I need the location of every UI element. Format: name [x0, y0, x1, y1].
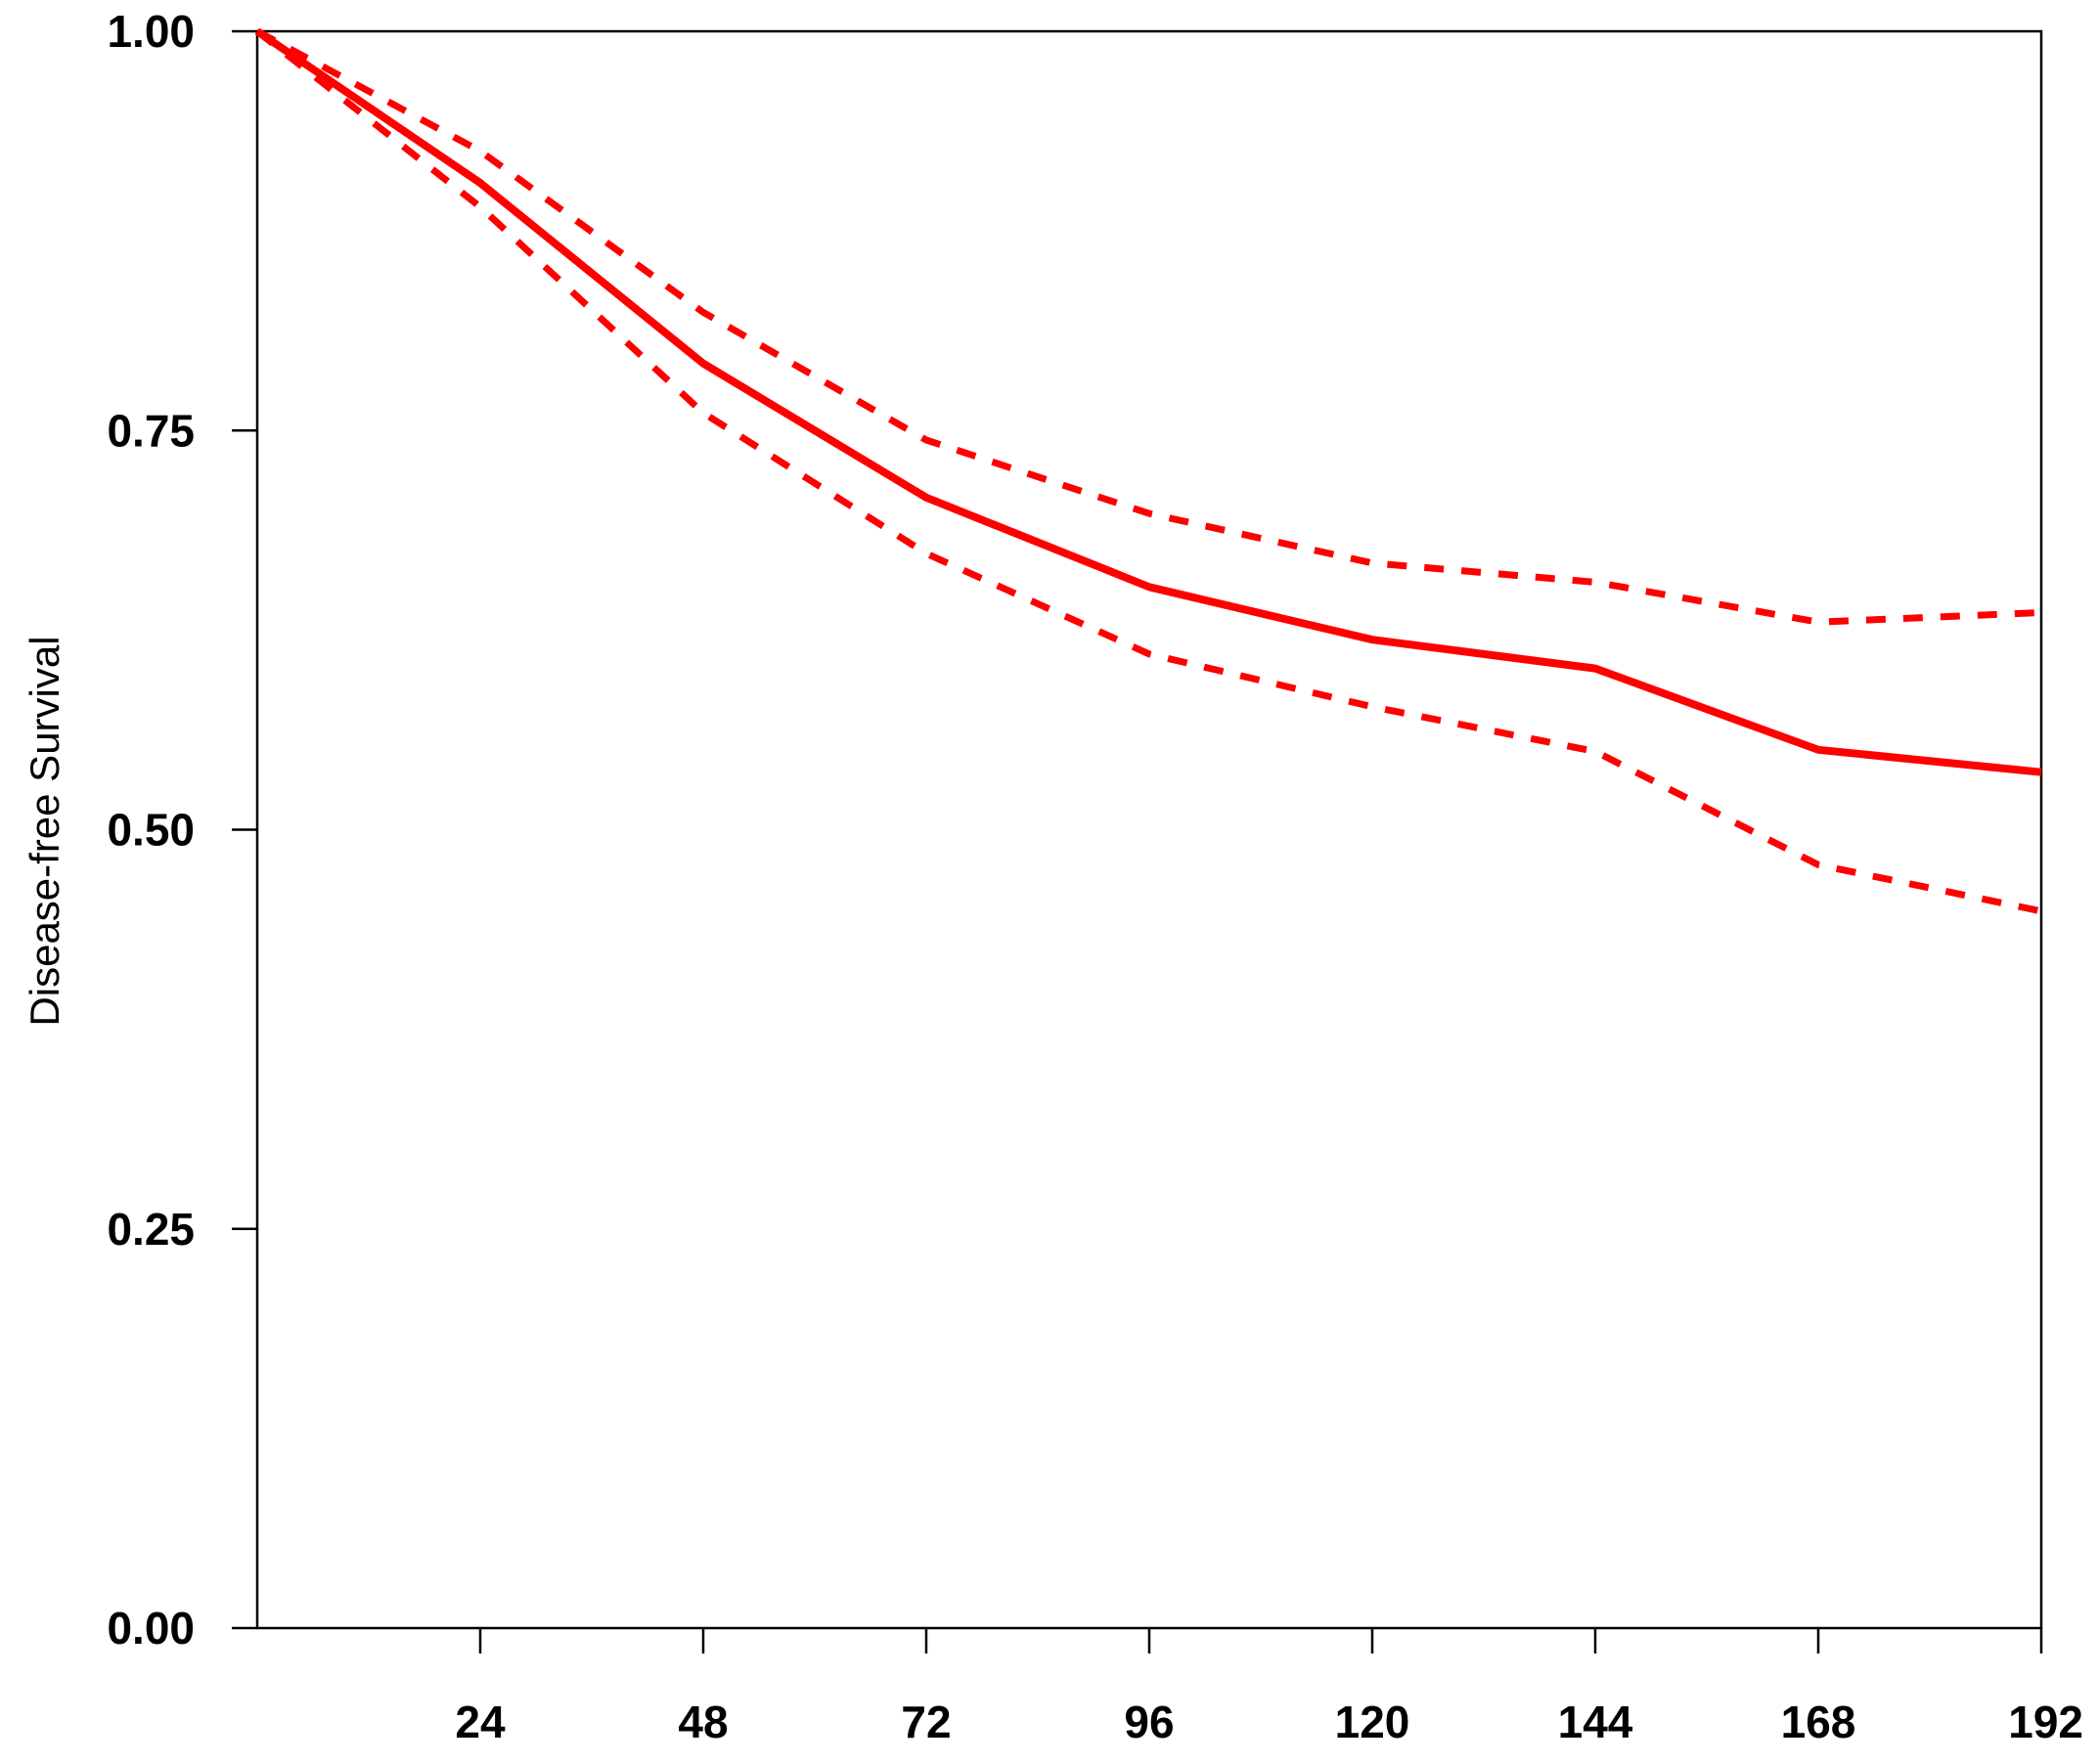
plot-border [255, 29, 2043, 1630]
x-axis: 24 48 72 96 120 144 168 192 [455, 1628, 2083, 1747]
x-tick-label: 168 [1781, 1697, 1856, 1747]
y-tick-label: 0.50 [107, 805, 195, 856]
y-tick-label: 1.00 [107, 6, 195, 57]
plot-frame [255, 29, 2043, 1630]
x-tick-label: 72 [901, 1697, 951, 1747]
y-tick-label: 0.25 [107, 1204, 195, 1255]
y-tick-label: 0.00 [107, 1603, 195, 1654]
x-tick-label: 48 [678, 1697, 728, 1747]
series-line-upper-confidence-bound [255, 27, 2042, 626]
x-tick-label: 120 [1335, 1697, 1410, 1747]
series-line-lower-confidence-bound [254, 28, 2042, 915]
x-tick-label: 24 [455, 1697, 506, 1747]
y-tick-label: 0.75 [107, 405, 195, 456]
series-line-estimate [254, 27, 2042, 776]
x-tick-label: 144 [1558, 1697, 1633, 1747]
y-axis: 0.00 0.25 0.50 0.75 1.00 [107, 6, 257, 1654]
series-layer [254, 27, 2042, 915]
x-tick-label: 96 [1124, 1697, 1174, 1747]
x-tick-label: 192 [2008, 1697, 2083, 1747]
y-axis-title: Disease-free Survival [22, 636, 67, 1026]
